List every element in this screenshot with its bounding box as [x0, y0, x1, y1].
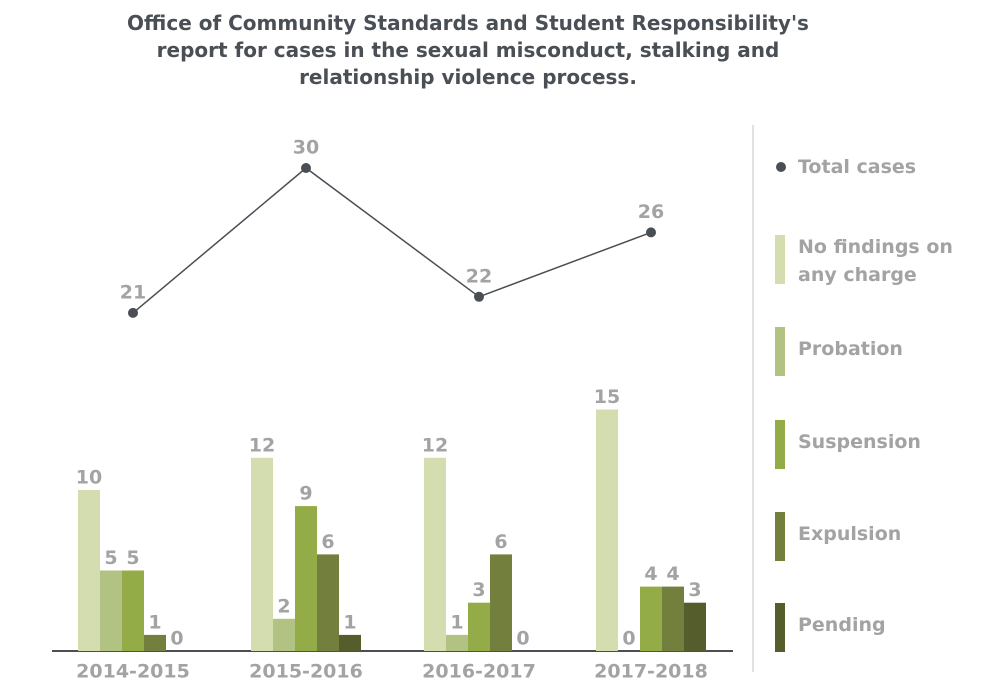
value-label: 0 [516, 628, 529, 650]
legend-label: Pending [798, 614, 886, 636]
value-label: 5 [126, 547, 139, 569]
bar [122, 570, 144, 651]
value-label: 12 [422, 434, 448, 456]
x-tick-label: 2017-2018 [594, 661, 708, 683]
value-label: 26 [638, 201, 664, 223]
bar [295, 506, 317, 651]
value-label: 0 [622, 628, 635, 650]
legend-label: Expulsion [798, 523, 902, 545]
value-label: 0 [170, 628, 183, 650]
legend-swatch [775, 512, 785, 561]
legend-swatch [775, 327, 785, 376]
line [132, 167, 652, 314]
value-label: 3 [472, 579, 485, 601]
value-label: 22 [466, 265, 492, 287]
value-label: 5 [104, 547, 117, 569]
value-label: 4 [666, 563, 679, 585]
bar [662, 586, 684, 651]
value-label: 21 [120, 281, 146, 303]
x-tick-label: 2014-2015 [76, 661, 190, 683]
legend-label: Total cases [798, 156, 917, 178]
line-point [301, 163, 311, 173]
value-label: 9 [299, 483, 312, 505]
value-label: 3 [688, 579, 701, 601]
line-point [646, 227, 656, 238]
value-label: 1 [148, 611, 161, 633]
value-label: 6 [494, 531, 507, 553]
legend-label: No findings on any charge [798, 236, 953, 286]
value-label: 30 [293, 137, 319, 159]
legend-swatch [775, 603, 785, 652]
bar [317, 554, 339, 651]
chart-title: Office of Community Standards and Studen… [127, 11, 809, 89]
value-label: 10 [76, 467, 102, 489]
line-point [128, 307, 138, 318]
bar [468, 602, 490, 651]
bar [424, 457, 446, 651]
legend-swatch [775, 420, 785, 469]
legend-label: Suspension [798, 431, 921, 453]
bar [273, 618, 295, 651]
x-tick-label: 2015-2016 [249, 661, 363, 683]
value-label: 15 [594, 386, 620, 408]
bar [100, 570, 122, 651]
bar [78, 490, 100, 651]
bar [446, 634, 468, 651]
bar [339, 634, 361, 651]
legend-swatch [775, 235, 785, 284]
value-label: 2 [277, 595, 290, 617]
bar [144, 634, 166, 651]
value-label: 1 [450, 611, 463, 633]
legend-marker [776, 162, 786, 172]
bar [640, 586, 662, 651]
line-point [474, 291, 484, 302]
legend-label: Probation [798, 338, 903, 360]
value-label: 6 [321, 531, 334, 553]
x-tick-label: 2016-2017 [422, 661, 536, 683]
value-label: 4 [644, 563, 657, 585]
value-label: 12 [249, 434, 275, 456]
bar [251, 457, 273, 651]
bar [684, 602, 706, 651]
bar [596, 409, 618, 651]
bar [490, 554, 512, 651]
value-label: 1 [343, 611, 356, 633]
